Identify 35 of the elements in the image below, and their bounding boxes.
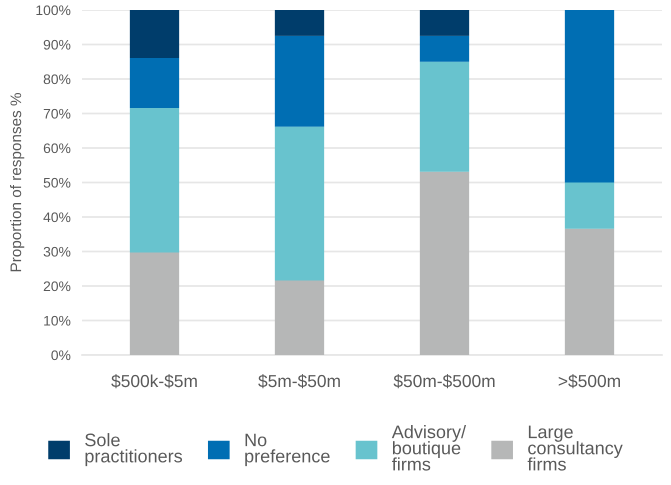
bar [420,10,470,36]
bar [274,126,324,280]
bar [274,10,324,36]
y-tick-label: 20% [44,281,70,292]
y-tick-label: 70% [44,108,70,119]
legend-label: Sole practitioners [85,433,182,466]
x-tick-label: >$500m [558,374,620,388]
y-tick-label: 80% [44,74,70,84]
y-tick-label: 90% [44,40,70,50]
bar [130,10,180,58]
x-tick-label: $5m-$50m [258,374,340,388]
bar [130,252,180,355]
legend-label: Advisory/ boutique firms [392,424,466,471]
x-tick-label: $500k-$5m [111,374,197,388]
bar [130,58,180,108]
bar [564,10,614,182]
bar [274,36,324,127]
y-tick-label: 0% [51,350,70,360]
y-axis-title: Proportion of responses % [10,93,24,272]
bar [420,172,470,355]
y-tick-label: 10% [44,316,70,326]
y-tick-label: 100% [36,5,70,16]
legend-label: No preference [245,434,330,466]
bar [420,62,470,172]
y-tick-label: 50% [44,178,70,188]
bar [564,182,614,229]
bar [274,280,324,355]
bar [130,108,180,253]
y-tick-label: 30% [44,246,70,257]
legend-label: Large consultancy firms [528,426,623,471]
bar [420,36,470,62]
y-tick-label: 40% [43,212,70,222]
x-tick-label: $50m-$500m [394,374,495,388]
y-tick-label: 60% [44,143,70,154]
bar [564,228,614,355]
